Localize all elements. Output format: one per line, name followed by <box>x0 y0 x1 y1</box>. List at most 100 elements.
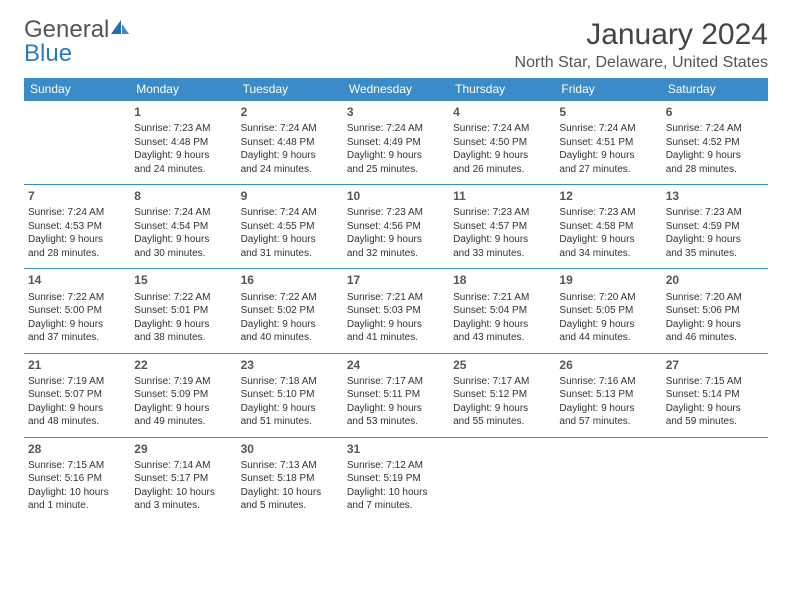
sunset-line: Sunset: 4:55 PM <box>241 220 339 234</box>
sunrise-line: Sunrise: 7:19 AM <box>28 375 126 389</box>
calendar-cell: 18Sunrise: 7:21 AMSunset: 5:04 PMDayligh… <box>449 269 555 353</box>
day-number: 31 <box>347 441 445 457</box>
calendar-row: 28Sunrise: 7:15 AMSunset: 5:16 PMDayligh… <box>24 437 768 521</box>
calendar-cell: 21Sunrise: 7:19 AMSunset: 5:07 PMDayligh… <box>24 353 130 437</box>
daylight-line-1: Daylight: 9 hours <box>559 149 657 163</box>
daylight-line-2: and 38 minutes. <box>134 331 232 345</box>
daylight-line-1: Daylight: 9 hours <box>28 318 126 332</box>
daylight-line-2: and 40 minutes. <box>241 331 339 345</box>
calendar-cell: 12Sunrise: 7:23 AMSunset: 4:58 PMDayligh… <box>555 185 661 269</box>
sunset-line: Sunset: 5:10 PM <box>241 388 339 402</box>
daylight-line-1: Daylight: 9 hours <box>241 402 339 416</box>
calendar-cell: 13Sunrise: 7:23 AMSunset: 4:59 PMDayligh… <box>662 185 768 269</box>
sunset-line: Sunset: 4:52 PM <box>666 136 764 150</box>
daylight-line-2: and 51 minutes. <box>241 415 339 429</box>
weekday-header: Monday <box>130 78 236 101</box>
day-number: 17 <box>347 272 445 288</box>
daylight-line-2: and 31 minutes. <box>241 247 339 261</box>
calendar-cell: 23Sunrise: 7:18 AMSunset: 5:10 PMDayligh… <box>237 353 343 437</box>
day-number: 8 <box>134 188 232 204</box>
sunset-line: Sunset: 5:06 PM <box>666 304 764 318</box>
sunrise-line: Sunrise: 7:23 AM <box>453 206 551 220</box>
sunset-line: Sunset: 5:19 PM <box>347 472 445 486</box>
sunrise-line: Sunrise: 7:24 AM <box>241 122 339 136</box>
daylight-line-1: Daylight: 9 hours <box>453 233 551 247</box>
calendar-cell: 11Sunrise: 7:23 AMSunset: 4:57 PMDayligh… <box>449 185 555 269</box>
calendar-cell <box>24 101 130 185</box>
calendar-cell: 26Sunrise: 7:16 AMSunset: 5:13 PMDayligh… <box>555 353 661 437</box>
sunset-line: Sunset: 5:02 PM <box>241 304 339 318</box>
daylight-line-2: and 27 minutes. <box>559 163 657 177</box>
sunset-line: Sunset: 4:56 PM <box>347 220 445 234</box>
location: North Star, Delaware, United States <box>515 54 768 72</box>
day-number: 29 <box>134 441 232 457</box>
calendar-cell: 5 Sunrise: 7:24 AMSunset: 4:51 PMDaylight… <box>555 101 661 185</box>
daylight-line-1: Daylight: 9 hours <box>666 149 764 163</box>
sunrise-line: Sunrise: 7:24 AM <box>666 122 764 136</box>
weekday-header: Tuesday <box>237 78 343 101</box>
daylight-line-1: Daylight: 9 hours <box>453 149 551 163</box>
daylight-line-2: and 41 minutes. <box>347 331 445 345</box>
sunset-line: Sunset: 4:59 PM <box>666 220 764 234</box>
daylight-line-1: Daylight: 9 hours <box>559 233 657 247</box>
sunset-line: Sunset: 5:09 PM <box>134 388 232 402</box>
calendar-cell: 10Sunrise: 7:23 AMSunset: 4:56 PMDayligh… <box>343 185 449 269</box>
sunrise-line: Sunrise: 7:14 AM <box>134 459 232 473</box>
day-number: 7 <box>28 188 126 204</box>
sunset-line: Sunset: 4:51 PM <box>559 136 657 150</box>
weekday-header: Friday <box>555 78 661 101</box>
day-number: 18 <box>453 272 551 288</box>
daylight-line-1: Daylight: 9 hours <box>559 402 657 416</box>
daylight-line-2: and 35 minutes. <box>666 247 764 261</box>
daylight-line-2: and 48 minutes. <box>28 415 126 429</box>
daylight-line-1: Daylight: 9 hours <box>347 402 445 416</box>
calendar-cell: 22Sunrise: 7:19 AMSunset: 5:09 PMDayligh… <box>130 353 236 437</box>
calendar-cell: 7Sunrise: 7:24 AMSunset: 4:53 PMDaylight… <box>24 185 130 269</box>
sunset-line: Sunset: 4:54 PM <box>134 220 232 234</box>
sunrise-line: Sunrise: 7:18 AM <box>241 375 339 389</box>
calendar-table: SundayMondayTuesdayWednesdayThursdayFrid… <box>24 78 768 521</box>
sunrise-line: Sunrise: 7:24 AM <box>28 206 126 220</box>
daylight-line-2: and 34 minutes. <box>559 247 657 261</box>
daylight-line-1: Daylight: 9 hours <box>241 318 339 332</box>
sunrise-line: Sunrise: 7:24 AM <box>559 122 657 136</box>
daylight-line-1: Daylight: 10 hours <box>347 486 445 500</box>
calendar-row: 1Sunrise: 7:23 AMSunset: 4:48 PMDaylight… <box>24 101 768 185</box>
day-number: 20 <box>666 272 764 288</box>
sunrise-line: Sunrise: 7:24 AM <box>347 122 445 136</box>
day-number: 28 <box>28 441 126 457</box>
day-number: 30 <box>241 441 339 457</box>
daylight-line-2: and 49 minutes. <box>134 415 232 429</box>
daylight-line-2: and 3 minutes. <box>134 499 232 513</box>
sunrise-line: Sunrise: 7:17 AM <box>347 375 445 389</box>
sunrise-line: Sunrise: 7:20 AM <box>559 291 657 305</box>
sunrise-line: Sunrise: 7:23 AM <box>666 206 764 220</box>
calendar-cell: 3Sunrise: 7:24 AMSunset: 4:49 PMDaylight… <box>343 101 449 185</box>
daylight-line-1: Daylight: 9 hours <box>28 233 126 247</box>
calendar-cell: 16Sunrise: 7:22 AMSunset: 5:02 PMDayligh… <box>237 269 343 353</box>
sunrise-line: Sunrise: 7:24 AM <box>134 206 232 220</box>
daylight-line-1: Daylight: 9 hours <box>134 149 232 163</box>
daylight-line-1: Daylight: 10 hours <box>134 486 232 500</box>
daylight-line-1: Daylight: 9 hours <box>28 402 126 416</box>
day-number: 10 <box>347 188 445 204</box>
day-number: 25 <box>453 357 551 373</box>
calendar-body: 1Sunrise: 7:23 AMSunset: 4:48 PMDaylight… <box>24 101 768 521</box>
daylight-line-1: Daylight: 9 hours <box>666 318 764 332</box>
sunset-line: Sunset: 5:17 PM <box>134 472 232 486</box>
day-number: 5 <box>559 104 657 120</box>
sunrise-line: Sunrise: 7:17 AM <box>453 375 551 389</box>
sunrise-line: Sunrise: 7:19 AM <box>134 375 232 389</box>
calendar-cell: 30Sunrise: 7:13 AMSunset: 5:18 PMDayligh… <box>237 437 343 521</box>
daylight-line-1: Daylight: 9 hours <box>347 318 445 332</box>
calendar-cell: 8Sunrise: 7:24 AMSunset: 4:54 PMDaylight… <box>130 185 236 269</box>
sunrise-line: Sunrise: 7:24 AM <box>453 122 551 136</box>
daylight-line-2: and 55 minutes. <box>453 415 551 429</box>
daylight-line-2: and 26 minutes. <box>453 163 551 177</box>
calendar-cell: 14Sunrise: 7:22 AMSunset: 5:00 PMDayligh… <box>24 269 130 353</box>
day-number: 21 <box>28 357 126 373</box>
sunset-line: Sunset: 4:48 PM <box>241 136 339 150</box>
daylight-line-2: and 25 minutes. <box>347 163 445 177</box>
daylight-line-2: and 53 minutes. <box>347 415 445 429</box>
daylight-line-1: Daylight: 10 hours <box>28 486 126 500</box>
